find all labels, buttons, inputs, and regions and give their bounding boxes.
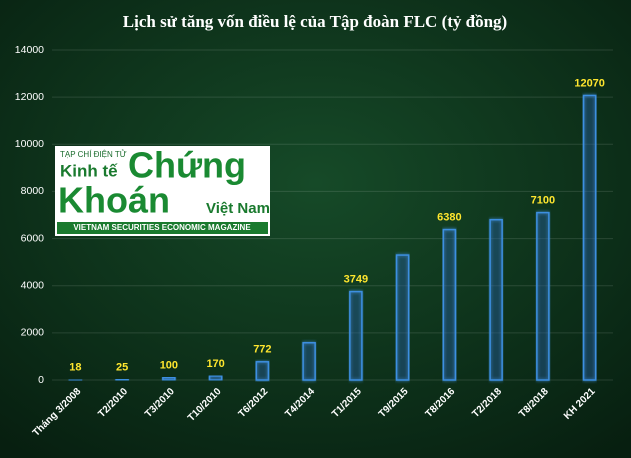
logo-word2: Khoán	[58, 180, 170, 221]
chart-title: Lịch sử tăng vốn điều lệ của Tập đoàn FL…	[123, 12, 507, 31]
logo-kicker: TẠP CHÍ ĐIỆN TỬ	[60, 150, 127, 159]
value-label: 772	[253, 344, 271, 356]
bar	[208, 375, 223, 381]
logo-band	[57, 222, 268, 234]
bar	[349, 290, 363, 381]
y-tick-label: 4000	[21, 279, 45, 291]
bar	[302, 342, 316, 381]
value-label: 3749	[344, 274, 368, 286]
bar	[162, 376, 176, 381]
y-tick-label: 6000	[21, 232, 45, 244]
y-tick-label: 10000	[15, 138, 44, 150]
logo-box	[55, 146, 270, 236]
value-label: 12070	[574, 77, 605, 89]
logo-line2: Việt Nam	[206, 200, 270, 217]
bar	[582, 94, 597, 381]
y-tick-label: 8000	[21, 185, 45, 197]
y-tick-label: 12000	[15, 91, 44, 103]
bar	[395, 254, 410, 381]
bar	[536, 211, 550, 381]
value-label: 6380	[437, 212, 461, 224]
bar	[255, 361, 270, 381]
value-label: 7100	[531, 195, 555, 207]
logo: TẠP CHÍ ĐIỆN TỬ Kinh tế Chứng Khoán Việt…	[55, 145, 270, 236]
y-tick-label: 0	[38, 374, 44, 386]
bar	[442, 228, 457, 381]
bar	[489, 218, 503, 381]
value-label: 25	[116, 361, 128, 373]
logo-word1: Chứng	[128, 145, 246, 186]
value-label: 100	[160, 360, 178, 372]
logo-line1: Kinh tế	[60, 161, 118, 180]
value-label: 18	[69, 361, 81, 373]
bar	[115, 378, 129, 381]
logo-tagline: VIETNAM SECURITIES ECONOMIC MAGAZINE	[73, 223, 251, 232]
y-tick-label: 2000	[21, 327, 45, 339]
value-label: 170	[206, 358, 224, 370]
y-tick-label: 14000	[15, 44, 44, 56]
